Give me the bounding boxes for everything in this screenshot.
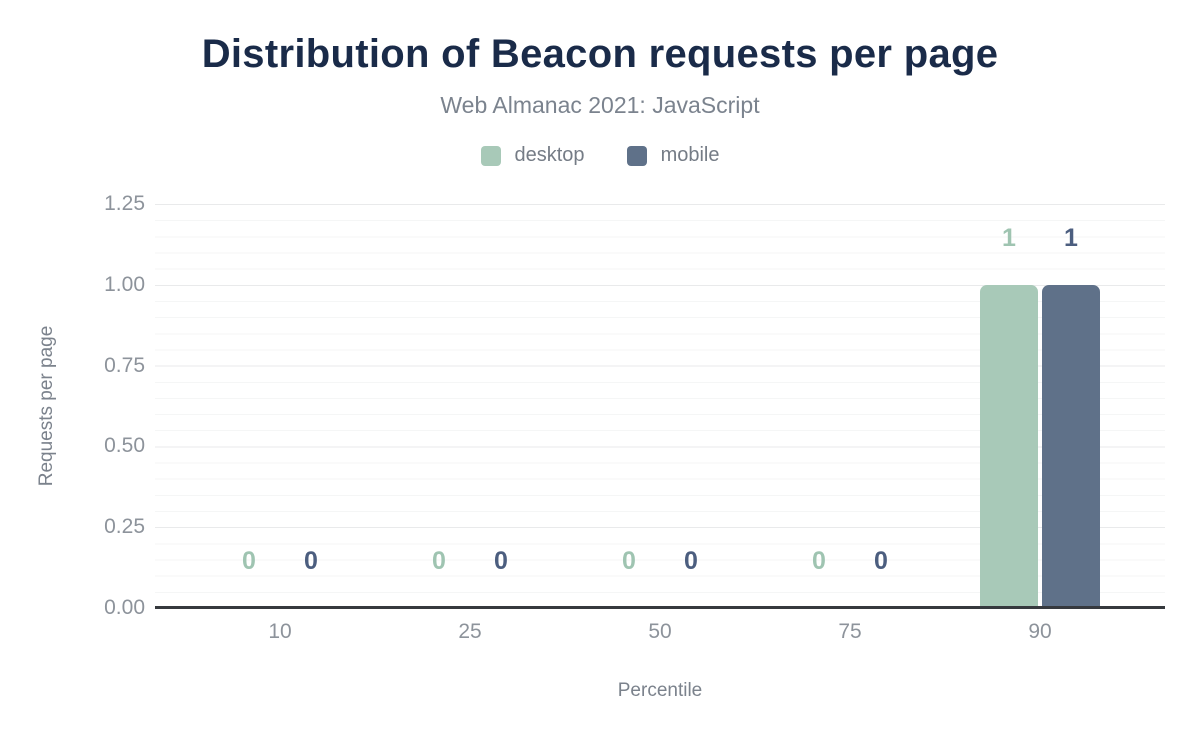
bar-slot-desktop-90: 1 [980,204,1038,608]
value-label-mobile-10: 0 [304,547,318,575]
bar-slot-mobile-25: 0 [472,204,530,608]
y-tick-label: 1.00 [104,272,145,296]
y-tick-label: 0.25 [104,515,145,539]
bar-slot-mobile-75: 0 [852,204,910,608]
y-tick-label: 0.00 [104,596,145,619]
legend-swatch-mobile [626,145,647,166]
legend-label-desktop: desktop [514,144,585,166]
x-tick-label: 75 [838,620,862,643]
x-tick-label: 50 [648,620,672,643]
chart-subtitle: Web Almanac 2021: JavaScript [440,92,760,118]
value-label-mobile-75: 0 [874,547,888,575]
y-tick-label: 0.75 [104,353,145,377]
y-axis-title: Requests per page [36,325,57,487]
bar-slot-desktop-25: 0 [410,204,468,608]
legend-label-mobile: mobile [660,144,720,166]
value-label-mobile-90: 1 [1064,223,1078,252]
chart-title: Distribution of Beacon requests per page [201,32,999,76]
bar-slot-mobile-90: 1 [1042,204,1100,608]
bar-slot-desktop-10: 0 [220,204,278,608]
bar-slot-desktop-75: 0 [790,204,848,608]
bar-mobile-90 [1042,284,1100,608]
bar-slot-desktop-50: 0 [600,204,658,608]
value-label-desktop-90: 1 [1002,223,1016,252]
x-tick-label: 25 [458,620,482,643]
bar-desktop-90 [980,284,1038,608]
x-axis-title: Percentile [617,680,703,701]
value-label-mobile-25: 0 [494,547,508,575]
legend-item-mobile: mobile [626,144,720,167]
x-tick-label: 10 [268,620,292,643]
bar-slot-mobile-10: 0 [282,204,340,608]
legend-item-desktop: desktop [480,144,585,167]
value-label-mobile-50: 0 [684,547,698,575]
y-tick-label: 0.50 [104,434,145,458]
value-label-desktop-50: 0 [622,547,636,575]
x-tick-label: 90 [1028,620,1052,643]
y-tick-label: 1.25 [104,192,145,215]
value-label-desktop-75: 0 [812,547,826,575]
value-label-desktop-25: 0 [432,547,446,575]
value-label-desktop-10: 0 [242,547,256,575]
x-axis-line [155,606,1165,609]
legend: desktop mobile [0,144,1200,167]
bar-slot-mobile-50: 0 [662,204,720,608]
legend-swatch-desktop [480,145,501,166]
